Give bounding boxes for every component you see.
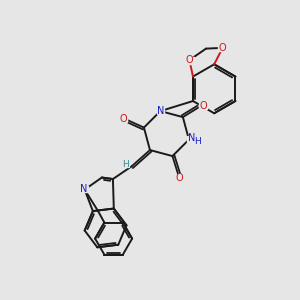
Bar — [187, 136, 200, 143]
Text: N: N — [157, 106, 164, 116]
Bar — [122, 161, 129, 167]
Text: N: N — [188, 133, 195, 143]
Text: H: H — [122, 160, 129, 169]
Text: O: O — [199, 101, 207, 111]
Bar — [176, 175, 183, 181]
Text: O: O — [186, 55, 193, 65]
Bar — [157, 108, 164, 114]
Text: O: O — [176, 173, 183, 183]
Bar — [218, 44, 227, 52]
Text: N: N — [80, 184, 88, 194]
Text: H: H — [194, 136, 201, 146]
Text: O: O — [119, 114, 127, 124]
Bar — [80, 186, 88, 192]
Bar — [119, 115, 127, 122]
Bar — [185, 56, 194, 64]
Text: O: O — [219, 43, 226, 53]
Bar — [199, 103, 207, 109]
